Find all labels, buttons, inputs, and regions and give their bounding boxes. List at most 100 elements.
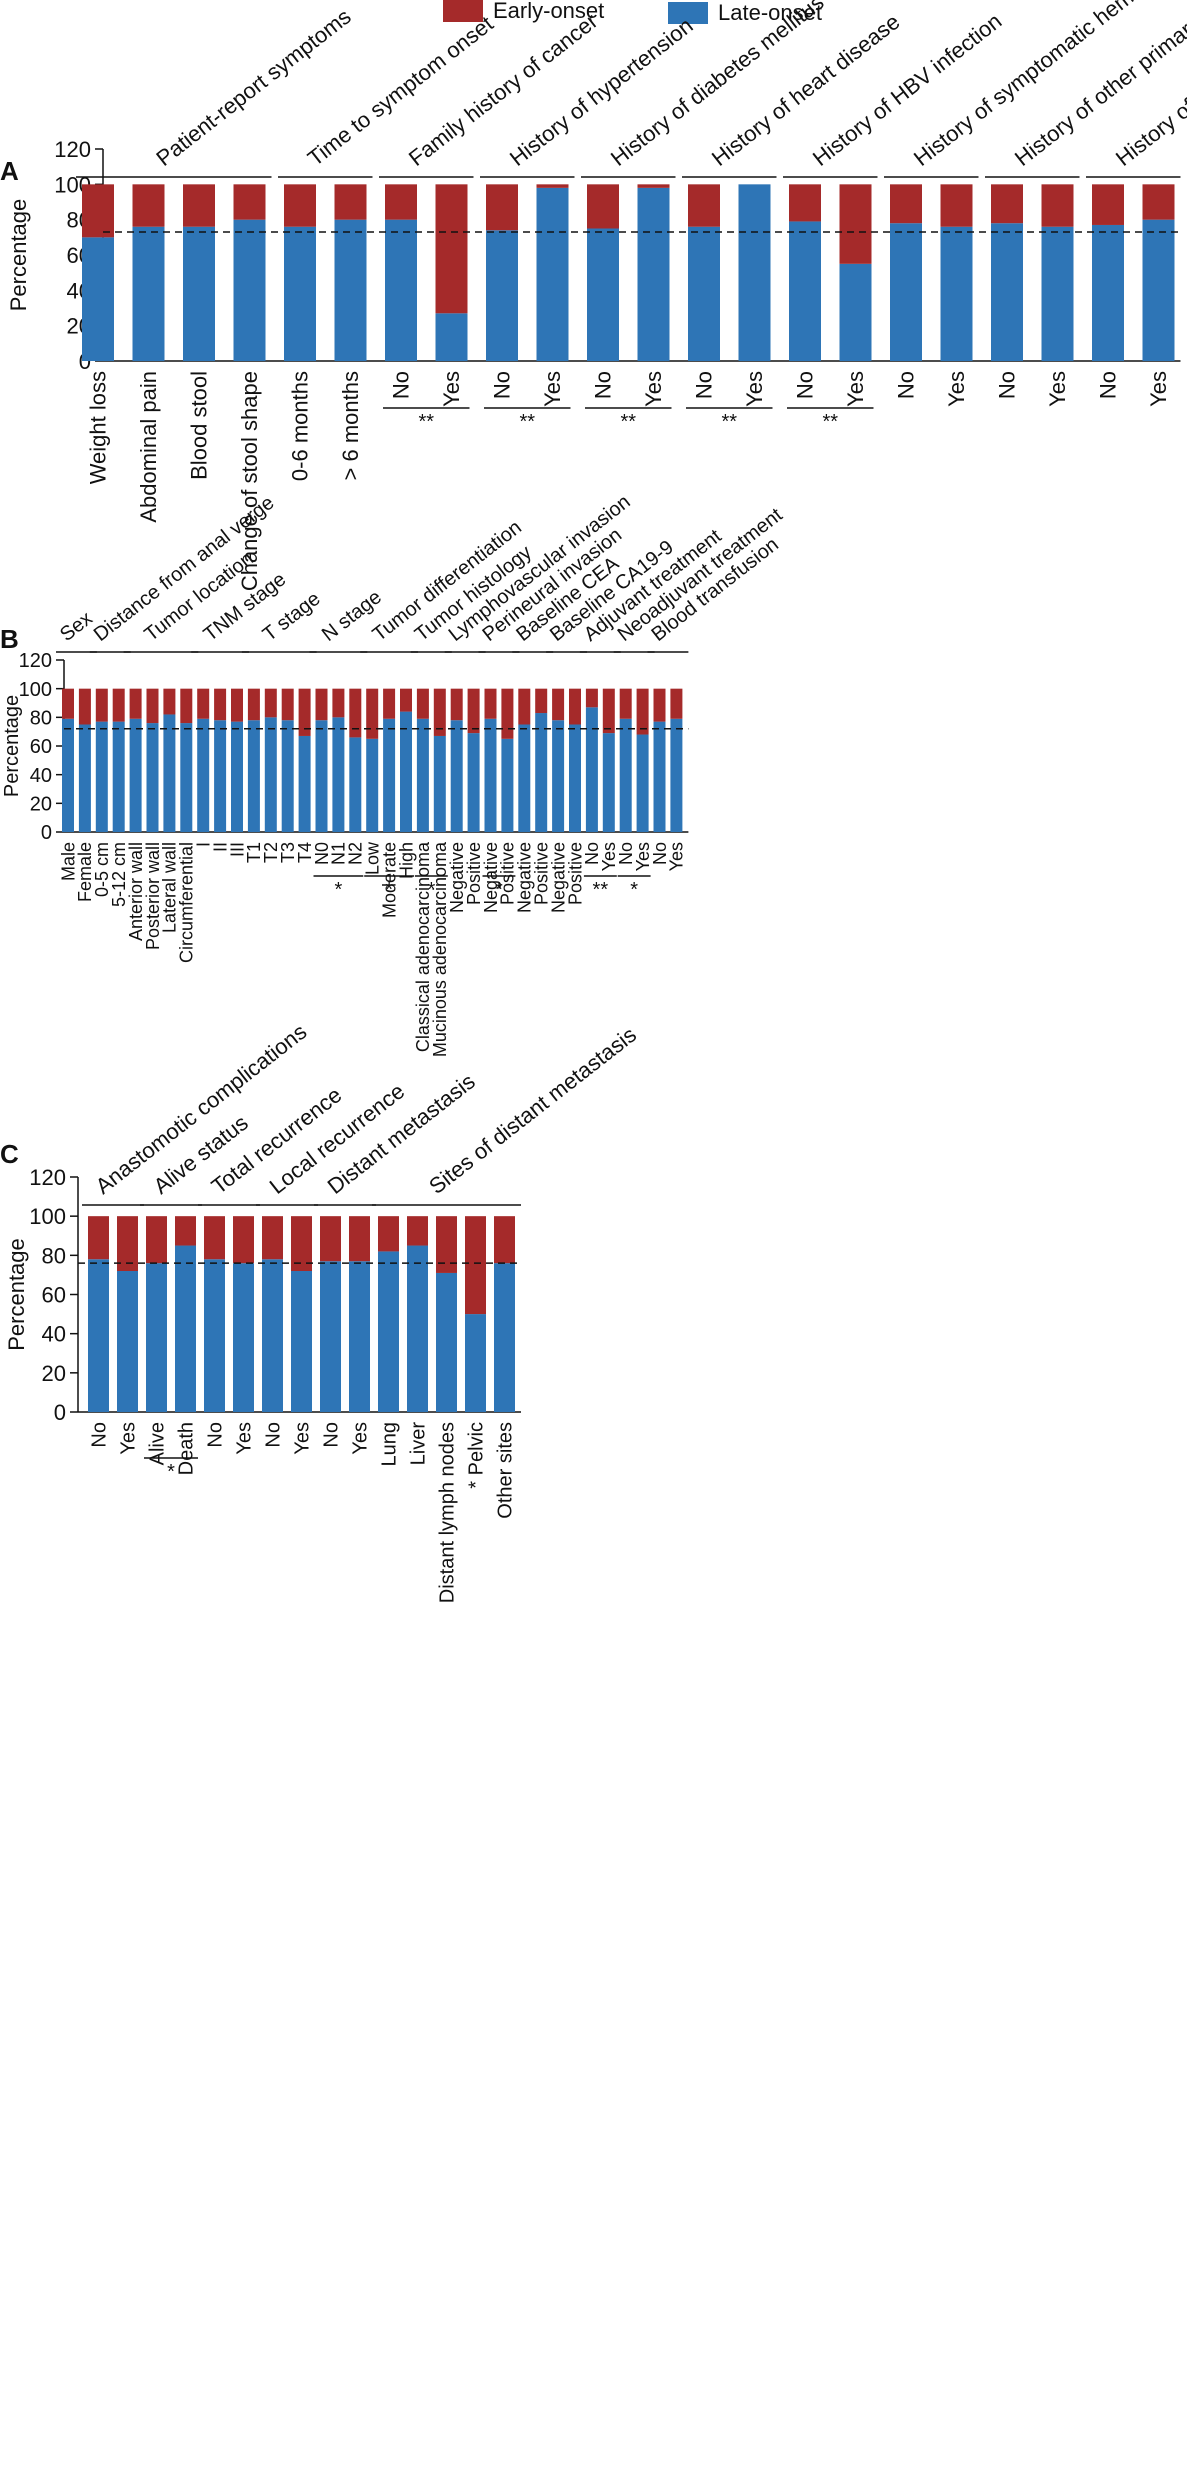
x-tick-label: Male	[58, 842, 78, 881]
bar-early-onset	[484, 688, 497, 719]
y-tick-label: 0	[54, 1400, 66, 1425]
bar-late-onset	[320, 1261, 341, 1412]
bar-early-onset	[284, 184, 316, 227]
x-tick-label: Liver	[408, 1422, 430, 1466]
bar-late-onset	[247, 720, 260, 832]
bar-late-onset	[569, 724, 581, 832]
bar-late-onset	[467, 733, 480, 832]
x-tick-label: No	[894, 371, 919, 399]
bar-late-onset	[62, 718, 74, 832]
bar-early-onset	[132, 184, 165, 227]
bar-late-onset	[117, 1271, 138, 1412]
x-tick-label: Anterior wall	[126, 842, 146, 941]
bar-late-onset	[385, 219, 417, 361]
bar-early-onset	[494, 1216, 515, 1264]
bar-late-onset	[146, 1263, 167, 1412]
significance-label: **	[620, 411, 636, 433]
x-tick-label: Yes	[599, 842, 619, 871]
bar-early-onset	[400, 688, 412, 712]
panel-b: B 0 20 40 60 80 100 120 Percentage MaleFemale0-5 …	[0, 491, 787, 1057]
panel-letter: C	[0, 1139, 19, 1169]
bar-early-onset	[291, 1216, 312, 1271]
bar-late-onset	[262, 1259, 283, 1412]
x-tick-label: N0	[312, 842, 332, 865]
x-tick-label: No	[263, 1422, 285, 1448]
x-tick-label: Change of stool shape	[237, 371, 262, 591]
bar-early-onset	[536, 184, 569, 188]
bar-early-onset	[602, 688, 615, 734]
bar-early-onset	[789, 184, 821, 222]
bar-early-onset	[436, 1216, 457, 1273]
legend: Early-onset Late-onset	[443, 0, 822, 25]
bar-late-onset	[264, 717, 277, 832]
x-tick-label: T1	[244, 842, 264, 863]
x-tick-label: Yes	[667, 842, 687, 871]
x-tick-label: No	[389, 371, 414, 399]
x-tick-label: No	[321, 1422, 343, 1448]
bar-late-onset	[637, 187, 670, 361]
bar-late-onset	[183, 226, 215, 361]
bar-late-onset	[366, 738, 379, 832]
bar-early-onset	[332, 688, 345, 718]
x-tick-label: Negative	[481, 842, 501, 913]
bar-late-onset	[1041, 226, 1074, 361]
x-tick-label: Positive	[464, 842, 484, 905]
bar-early-onset	[407, 1216, 428, 1246]
bar-early-onset	[233, 184, 266, 220]
x-tick-label: 0-5 cm	[92, 842, 112, 897]
significance-label: **	[418, 411, 434, 433]
bar-early-onset	[1142, 184, 1175, 220]
bar-early-onset	[486, 184, 518, 231]
bar-late-onset	[991, 223, 1023, 361]
x-tick-label: II	[210, 842, 230, 852]
significance-label: *	[385, 879, 393, 901]
x-tick-label: Alive	[147, 1422, 169, 1465]
bar-early-onset	[518, 688, 531, 725]
x-tick-label: No	[650, 842, 670, 865]
bar-late-onset	[518, 724, 531, 832]
y-tick-label: 100	[19, 679, 52, 701]
bar-late-onset	[334, 219, 367, 361]
legend-swatch-late-onset	[668, 2, 708, 24]
bar-early-onset	[197, 688, 210, 719]
y-tick-label: 20	[42, 1361, 66, 1386]
bar-early-onset	[204, 1216, 225, 1260]
significance-label: *	[427, 879, 435, 901]
significance-label: **	[519, 411, 535, 433]
bar-early-onset	[552, 688, 565, 721]
x-tick-label: Yes	[118, 1422, 140, 1455]
legend-label-early-onset: Early-onset	[493, 0, 604, 23]
bar-early-onset	[247, 688, 260, 721]
bar-late-onset	[233, 1263, 254, 1412]
x-tick-label: No	[1096, 371, 1121, 399]
y-axis-label: Percentage	[6, 199, 31, 312]
bar-late-onset	[315, 720, 328, 832]
x-tick-label: Lung	[379, 1422, 401, 1467]
x-tick-label: Moderate	[379, 842, 399, 918]
bar-early-onset	[435, 184, 468, 314]
bar-early-onset	[95, 688, 108, 722]
bar-late-onset	[486, 230, 518, 361]
bar-early-onset	[587, 184, 619, 229]
bar-late-onset	[281, 720, 294, 832]
bar-late-onset	[146, 723, 159, 832]
x-tick-label: High	[396, 842, 416, 879]
x-tick-label: 5-12 cm	[109, 842, 129, 907]
bar-early-onset	[433, 688, 446, 736]
bar-early-onset	[1092, 184, 1124, 225]
bar-early-onset	[163, 688, 176, 715]
group-label: History of hypertension	[505, 13, 698, 171]
bar-early-onset	[670, 688, 683, 719]
bar-late-onset	[484, 718, 497, 832]
bar-early-onset	[180, 688, 193, 724]
x-tick-label: Death	[176, 1422, 198, 1475]
x-tick-label: No	[490, 371, 515, 399]
x-tick-label: Lateral wall	[160, 842, 180, 933]
group-label: Sex	[56, 607, 97, 646]
bar-early-onset	[298, 688, 311, 736]
bar-early-onset	[378, 1216, 399, 1252]
x-tick-label: * Pelvic	[466, 1422, 488, 1489]
x-tick-label: N2	[346, 842, 366, 865]
y-tick-label: 100	[29, 1204, 66, 1229]
